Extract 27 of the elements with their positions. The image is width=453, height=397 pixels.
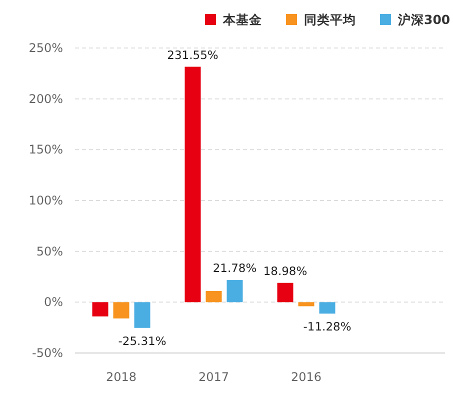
bar — [206, 290, 222, 302]
legend-label: 同类平均 — [304, 12, 356, 27]
y-tick-label: -50% — [32, 346, 63, 360]
bar — [298, 302, 314, 306]
x-tick-label: 2017 — [198, 370, 230, 384]
y-tick-label: 200% — [28, 92, 63, 106]
data-label: 231.55% — [167, 48, 218, 62]
data-label: 21.78% — [212, 261, 257, 276]
bar — [319, 302, 336, 314]
bar — [226, 280, 243, 302]
legend-label: 本基金 — [222, 12, 262, 27]
bar — [277, 282, 294, 302]
bar — [184, 66, 201, 302]
data-label: 18.98% — [263, 264, 308, 278]
y-tick-label: 0% — [44, 295, 63, 310]
x-tick-label: 2016 — [290, 370, 322, 384]
data-label: -11.28% — [303, 320, 352, 334]
y-tick-label: 50% — [36, 244, 63, 258]
data-label: -25.31% — [118, 334, 166, 348]
bar — [92, 302, 108, 316]
y-tick-label: 250% — [28, 41, 63, 55]
legend-label: 沪深300 — [397, 12, 450, 27]
y-tick-label: 150% — [28, 142, 63, 157]
bar — [134, 302, 150, 328]
x-tick-label: 2018 — [106, 370, 137, 384]
y-tick-label: 100% — [28, 194, 63, 208]
bar — [113, 302, 130, 318]
